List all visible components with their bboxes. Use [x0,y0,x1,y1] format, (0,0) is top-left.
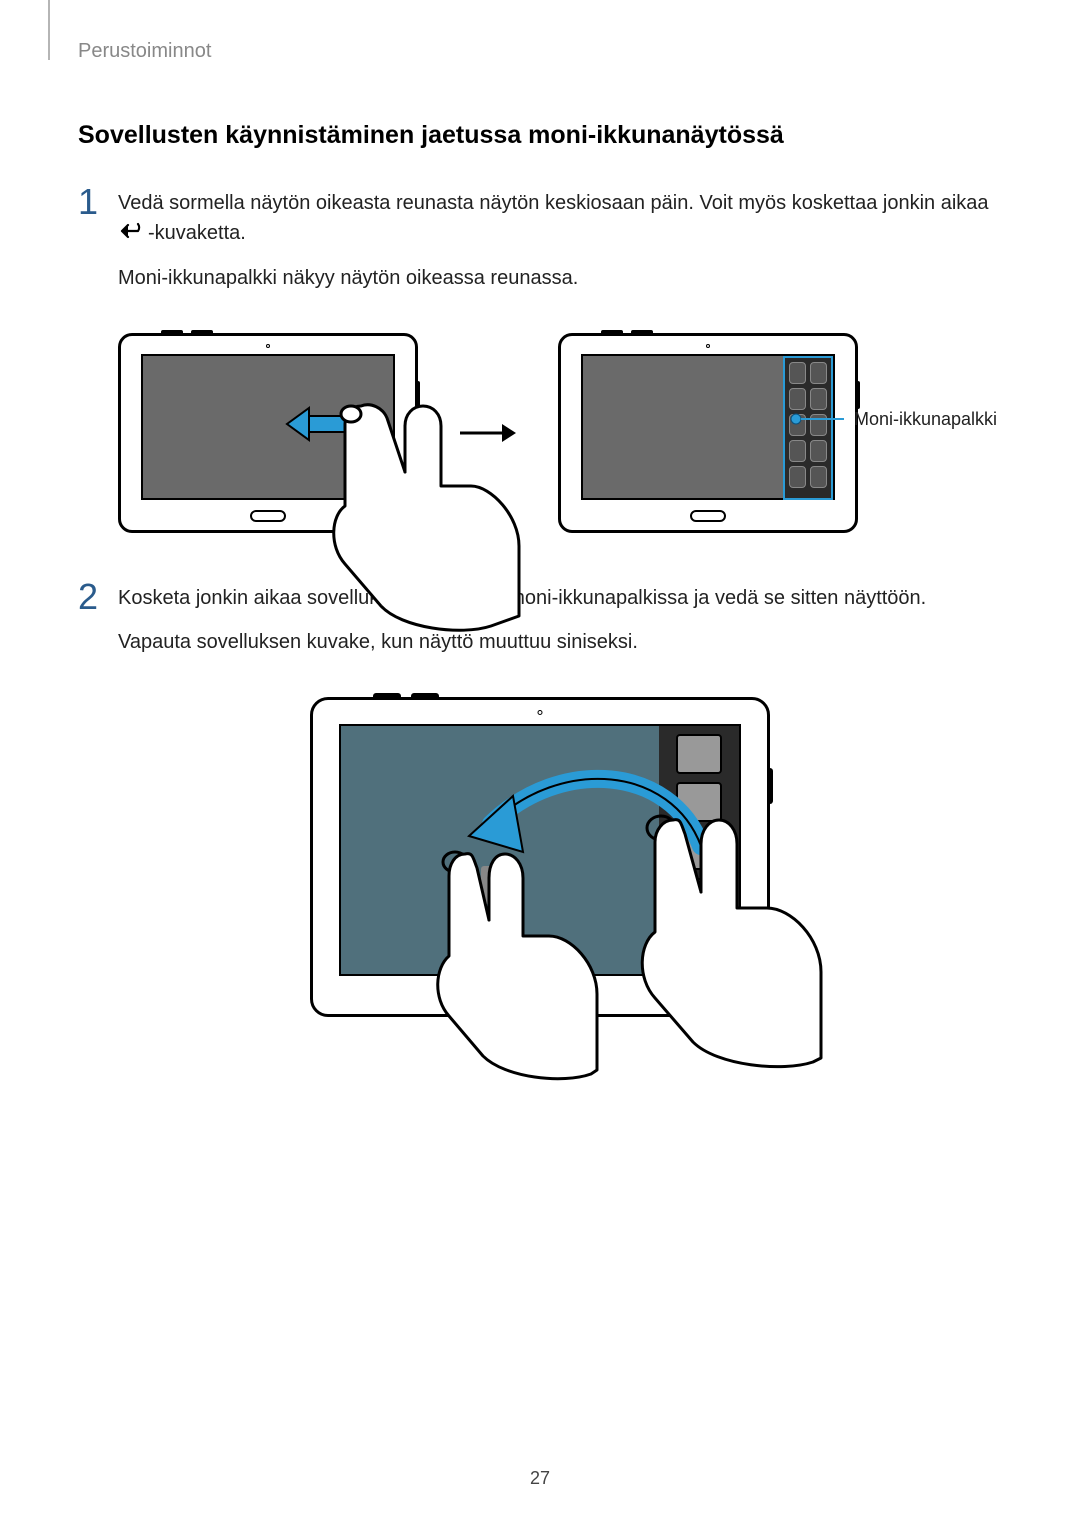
tray-app-icon [789,440,806,462]
arrow-right-icon [458,418,518,448]
step-body: Kosketa jonkin aikaa sovelluksen kuvaket… [118,583,1002,671]
figure-2 [78,697,1002,1017]
step1-line1: Vedä sormella näytön oikeasta reunasta n… [118,188,1002,249]
tablet-camera [266,344,270,348]
tablet-side-button [855,381,860,409]
step2-line2: Vapauta sovelluksen kuvake, kun näyttö m… [118,627,1002,657]
tablet-home-button [690,510,726,522]
figure-1: Moni-ikkunapalkki [118,333,1002,533]
tray-app-icon [810,362,827,384]
step-body: Vedä sormella näytön oikeasta reunasta n… [118,188,1002,307]
tablet-button [373,693,401,700]
tablet-drag [310,697,770,1017]
tray-app-icon [789,466,806,488]
tablet-screen [141,354,395,500]
tablet-before [118,333,418,533]
step1-text-a: Vedä sormella näytön oikeasta reunasta n… [118,192,989,214]
tray-app-icon [789,388,806,410]
step1-line2: Moni-ikkunapalkki näkyy näytön oikeassa … [118,263,1002,293]
tablet-button [191,330,213,336]
tablet-button [601,330,623,336]
tray-app-icon [810,388,827,410]
page-number: 27 [530,1468,550,1489]
step-2: 2 Kosketa jonkin aikaa sovelluksen kuvak… [78,583,1002,671]
tablet-camera [538,710,543,715]
step-number: 1 [78,184,118,220]
hand-press-icon [633,812,823,1072]
back-icon [120,219,146,249]
tablet-side-button [767,768,773,804]
callout-leader-icon [790,412,844,426]
tray-app-icon [810,466,827,488]
hand-release-icon [429,848,599,1088]
callout-label: Moni-ikkunapalkki [854,409,997,430]
section-heading: Sovellusten käynnistäminen jaetussa moni… [78,121,1002,150]
tablet-side-button [415,381,420,409]
step-number: 2 [78,579,118,615]
page-content: Perustoiminnot Sovellusten käynnistämine… [0,0,1080,1017]
callout: Moni-ikkunapalkki [790,409,997,430]
tray-app-icon [789,362,806,384]
tablet-button [161,330,183,336]
step1-text-b: -kuvaketta. [148,222,246,244]
tablet-button [411,693,439,700]
step-1: 1 Vedä sormella näytön oikeasta reunasta… [78,188,1002,307]
step2-line1: Kosketa jonkin aikaa sovelluksen kuvaket… [118,583,1002,613]
tablet-after [558,333,858,533]
breadcrumb: Perustoiminnot [78,40,1002,63]
tablet-camera [706,344,710,348]
tray-app-icon [810,440,827,462]
tablet-button [631,330,653,336]
margin-mark [48,0,50,60]
tablet-home-button [250,510,286,522]
